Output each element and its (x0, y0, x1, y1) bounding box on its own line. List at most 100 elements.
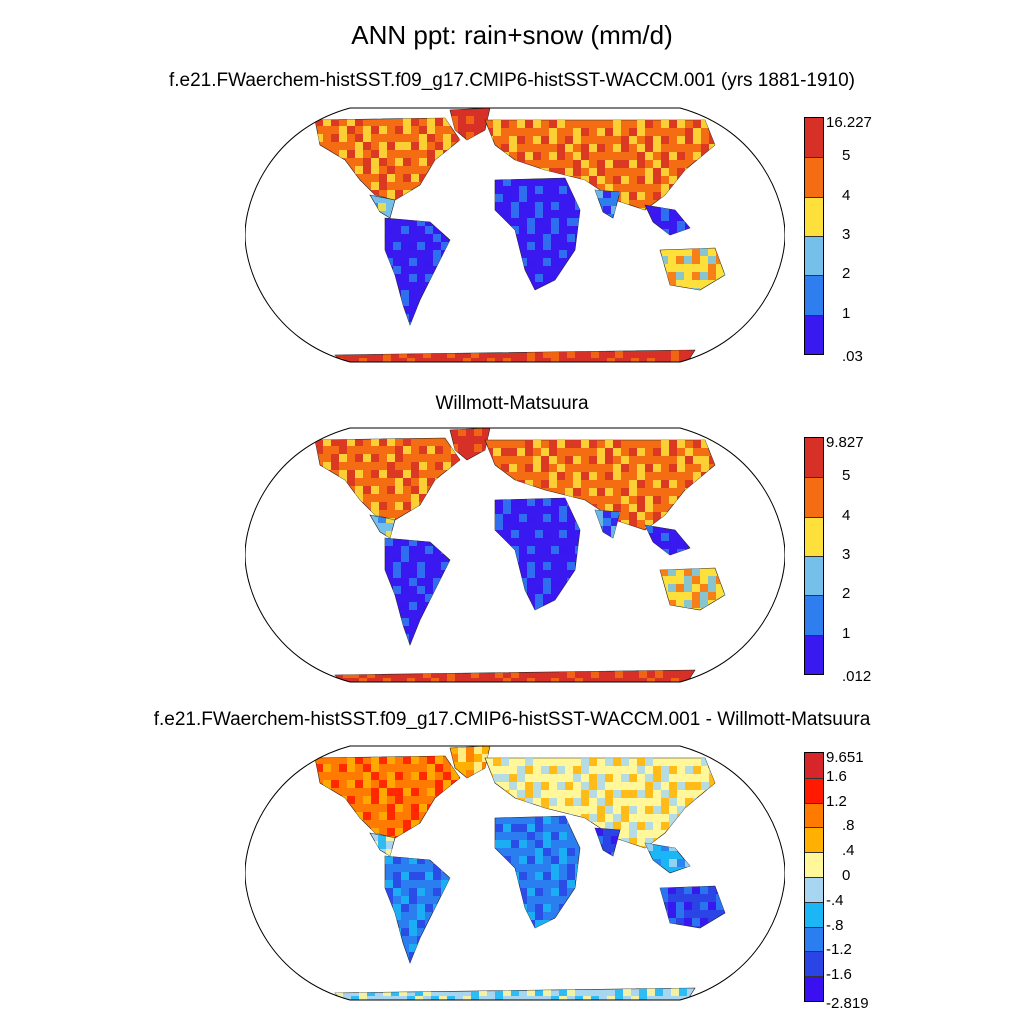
grid-cell (355, 150, 363, 158)
grid-cell (525, 798, 533, 806)
grid-cell (379, 126, 387, 134)
grid-cell (379, 150, 387, 158)
grid-cell (559, 670, 567, 678)
grid-cell (559, 880, 567, 888)
grid-cell (613, 758, 621, 766)
grid-cell (693, 456, 701, 464)
grid-cell (347, 470, 355, 478)
grid-cell (661, 213, 669, 221)
grid-cell (503, 514, 511, 522)
grid-cell (371, 182, 379, 190)
grid-cell (605, 774, 613, 782)
grid-cell (517, 774, 525, 782)
grid-cell (679, 350, 687, 358)
colorbar-label: 2 (842, 265, 851, 283)
grid-cell (371, 190, 379, 198)
grid-cell (581, 128, 589, 136)
grid-cell (653, 448, 661, 456)
grid-cell (419, 142, 427, 150)
grid-cell (613, 790, 621, 798)
grid-cell (385, 242, 393, 250)
grid-cell (597, 782, 605, 790)
grid-cell (411, 486, 419, 494)
grid-cell (323, 438, 331, 446)
grid-cell (503, 358, 511, 362)
grid-cell (417, 570, 425, 578)
grid-cell (653, 806, 661, 814)
grid-cell (403, 478, 411, 486)
colorbar-label: 1 (842, 624, 851, 642)
colorbar-segment (805, 314, 823, 354)
grid-cell (668, 280, 676, 288)
grid-cell (692, 918, 700, 926)
grid-cell (411, 142, 419, 150)
grid-cell (567, 530, 575, 538)
grid-cell (671, 988, 679, 996)
grid-cell (575, 522, 580, 530)
grid-cell (401, 872, 409, 880)
grid-cell (525, 464, 533, 472)
colorbar-separator (805, 556, 823, 557)
grid-cell (573, 136, 581, 144)
grid-cell (559, 186, 567, 194)
grid-cell (700, 600, 708, 608)
grid-cell (575, 996, 583, 1000)
map-border (245, 107, 785, 363)
grid-cell (503, 194, 511, 202)
grid-cell (403, 756, 411, 764)
grid-cell (527, 514, 535, 522)
grid-cell (385, 538, 393, 546)
grid-cell (371, 796, 379, 804)
grid-cell (676, 272, 684, 280)
grid-cell (519, 578, 527, 586)
grid-cell (535, 988, 543, 996)
grid-cell (655, 988, 663, 996)
grid-cell (567, 988, 575, 996)
grid-cell (653, 192, 661, 200)
grid-cell (613, 160, 621, 168)
grid-cell (411, 812, 419, 820)
colorbar-separator (805, 477, 823, 479)
grid-cell (355, 438, 363, 446)
grid-cell (503, 210, 511, 218)
grid-cell (527, 888, 535, 896)
grid-cell (541, 480, 549, 488)
grid-cell (395, 190, 403, 198)
grid-cell (387, 804, 395, 812)
grid-cell (663, 358, 671, 362)
grid-cell (685, 480, 693, 488)
panel-1-colorbar (804, 117, 824, 355)
grid-cell (708, 592, 716, 600)
grid-cell (501, 464, 509, 472)
grid-cell (533, 790, 541, 798)
grid-cell (315, 134, 323, 142)
grid-cell (621, 192, 629, 200)
grid-cell (700, 902, 708, 910)
grid-cell (629, 136, 637, 144)
grid-cell (693, 136, 701, 144)
grid-cell (653, 176, 661, 184)
grid-cell (557, 464, 565, 472)
grid-cell (543, 578, 551, 586)
grid-cell (355, 142, 363, 150)
grid-cell (551, 250, 559, 258)
grid-cell (605, 440, 613, 448)
grid-cell (668, 272, 676, 280)
grid-cell (629, 504, 637, 512)
grid-cell (393, 872, 401, 880)
grid-cell (535, 234, 543, 242)
panel-1-title: f.e21.FWaerchem-histSST.f09_g17.CMIP6-hi… (168, 70, 855, 91)
grid-cell (535, 530, 543, 538)
grid-cell (347, 780, 355, 788)
grid-cell (645, 504, 653, 512)
grid-cell (339, 134, 347, 142)
grid-cell (363, 166, 371, 174)
grid-cell (605, 160, 613, 168)
colorbar-separator (805, 951, 823, 953)
grid-cell (363, 142, 371, 150)
grid-cell (439, 350, 447, 358)
colorbar-label: 1 (842, 304, 851, 322)
grid-cell (466, 770, 474, 778)
grid-cell (629, 192, 637, 200)
map-border (245, 745, 785, 1001)
